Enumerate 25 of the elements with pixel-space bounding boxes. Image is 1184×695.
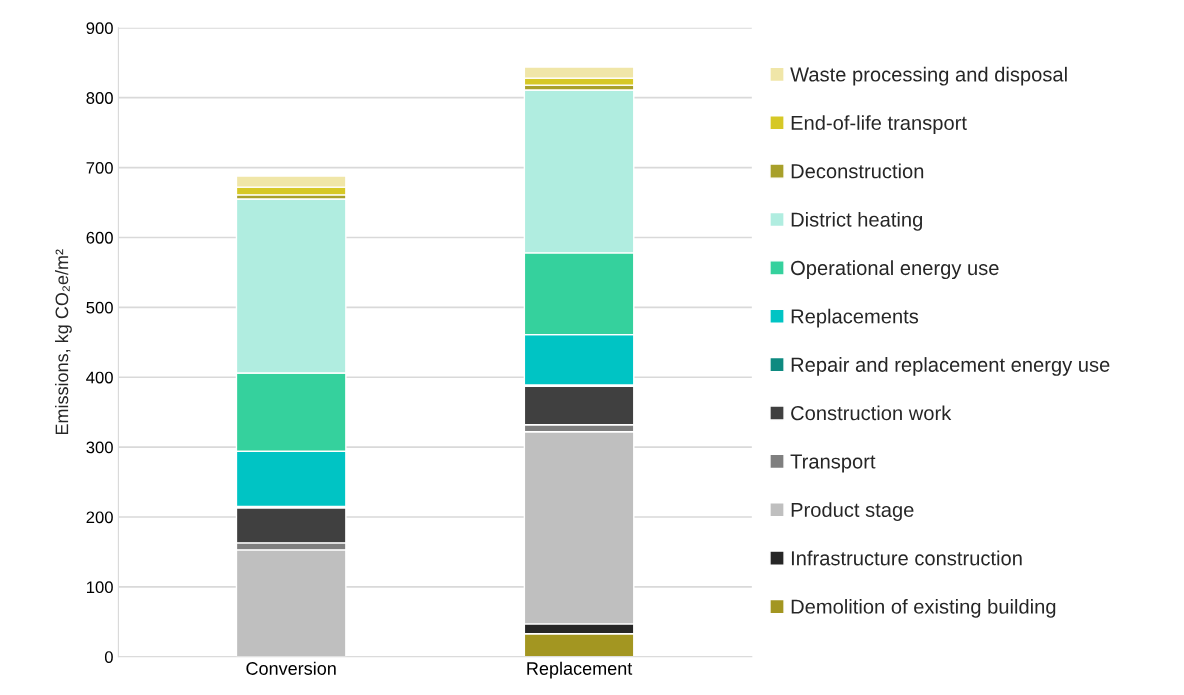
y-tick-label: 200 (86, 511, 113, 524)
y-tick-label: 300 (86, 441, 113, 454)
legend-label: Infrastructure construction (791, 550, 1022, 566)
legend-label: Repair and replacement energy use (791, 357, 1110, 376)
y-tick-label: 0 (104, 651, 113, 663)
legend-label: Replacements (791, 308, 919, 328)
x-tick-label: Conversion (246, 661, 336, 675)
y-tick-label: 100 (87, 581, 113, 594)
y-axis-title: Emissions, kg CO₂e/m² (55, 249, 72, 435)
y-tick-label: 700 (86, 161, 113, 174)
y-tick-label: 400 (86, 371, 113, 384)
x-tick-label: Replacement (527, 661, 633, 679)
legend-label: Waste processing and disposal (790, 66, 1067, 86)
legend-label: Construction work (791, 405, 952, 421)
y-tick-label: 900 (86, 22, 113, 34)
y-tick-label: 800 (86, 92, 113, 104)
legend-label: District heating (791, 211, 922, 231)
legend-label: End-of-life transport (791, 115, 967, 134)
y-tick-label: 500 (86, 301, 113, 314)
legend-label: Deconstruction (791, 163, 924, 179)
legend-label: Transport (790, 454, 876, 473)
legend-label: Product stage (791, 502, 914, 521)
legend-label: Operational energy use (791, 260, 999, 280)
y-tick-label: 600 (86, 231, 113, 244)
legend-label: Demolition of existing building (791, 598, 1056, 618)
